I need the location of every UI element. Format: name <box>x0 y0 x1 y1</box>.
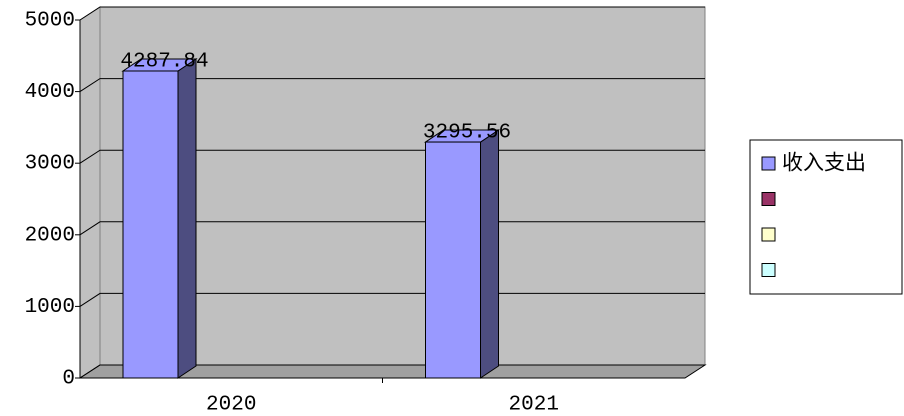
bar-side <box>480 129 499 379</box>
grid-line <box>79 6 705 21</box>
data-label: 3295.56 <box>423 122 511 145</box>
x-tick-label: 2021 <box>509 394 559 416</box>
side-wall <box>79 6 101 379</box>
grid-line <box>79 221 705 236</box>
grid-line <box>79 149 705 164</box>
y-tick-label: 1000 <box>25 296 75 319</box>
x-tick-label: 2020 <box>206 394 256 416</box>
legend-swatch <box>761 263 776 277</box>
legend-label: 收入支出 <box>782 152 866 177</box>
legend-swatch <box>761 156 776 171</box>
y-tick-label: 4000 <box>25 81 75 104</box>
grid-line <box>79 292 705 307</box>
y-tick-label: 0 <box>62 368 75 391</box>
bar <box>122 70 179 379</box>
y-tick-label: 5000 <box>25 10 75 33</box>
y-tick-label: 2000 <box>25 224 75 247</box>
grid-line <box>79 364 705 379</box>
legend-swatch <box>761 192 776 206</box>
bar <box>425 141 481 379</box>
y-tick-label: 3000 <box>25 153 75 176</box>
legend-swatch <box>761 227 776 242</box>
grid-line <box>79 78 705 93</box>
data-label: 4287.84 <box>120 51 208 74</box>
bar-side <box>177 58 197 379</box>
